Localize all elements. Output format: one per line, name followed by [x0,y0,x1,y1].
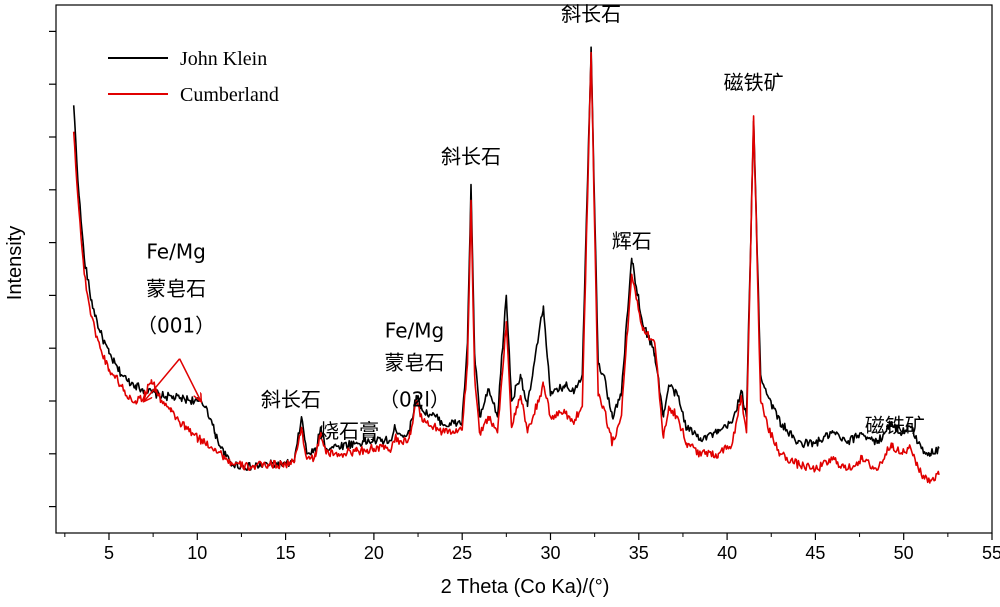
series-line-john-klein [72,46,940,471]
annotation-label: 蒙皂石 [146,276,206,300]
legend-label-0: John Klein [180,48,267,70]
annotation-label: 斜长石 [561,2,621,26]
x-tick-label-10: 10 [187,543,207,563]
plot-area [55,4,993,534]
y-axis-title: Intensity [4,226,26,300]
x-tick-label-50: 50 [894,543,914,563]
x-axis: 5 10 15 20 25 30 35 40 45 50 55 [64,533,1000,563]
plot-frame [55,4,993,534]
pointer-arrow [144,358,181,401]
x-tick-label-20: 20 [364,543,384,563]
annotation-label: 烧石膏 [319,419,379,443]
x-tick-label-55: 55 [982,543,1000,563]
annotation-label: 辉石 [612,229,652,253]
pointer-arrow [178,358,201,401]
y-axis [49,30,56,508]
x-tick-label-35: 35 [629,543,649,563]
x-tick-label-25: 25 [452,543,472,563]
annotation-label: 斜长石 [441,144,501,168]
x-tick-label-5: 5 [104,543,114,563]
x-tick-label-40: 40 [717,543,737,563]
annotation-label: （02l） [379,387,450,411]
annotation-label: （001） [137,313,215,337]
x-tick-label-45: 45 [805,543,825,563]
legend: John Klein Cumberland [108,48,279,106]
annotation-label: Fe/Mg [385,319,444,343]
annotation-label: 蒙皂石 [385,350,445,374]
series-line-cumberland [72,51,940,484]
x-tick-label-30: 30 [540,543,560,563]
annotation-label: 磁铁矿 [865,414,925,438]
x-axis-title: 2 Theta (Co Ka)/(°) [441,576,610,598]
annotation-label: Fe/Mg [146,239,205,263]
annotation-label: 磁铁矿 [724,70,784,94]
annotation-label: 斜长石 [261,387,321,411]
x-tick-label-15: 15 [276,543,296,563]
legend-label-1: Cumberland [180,84,279,106]
